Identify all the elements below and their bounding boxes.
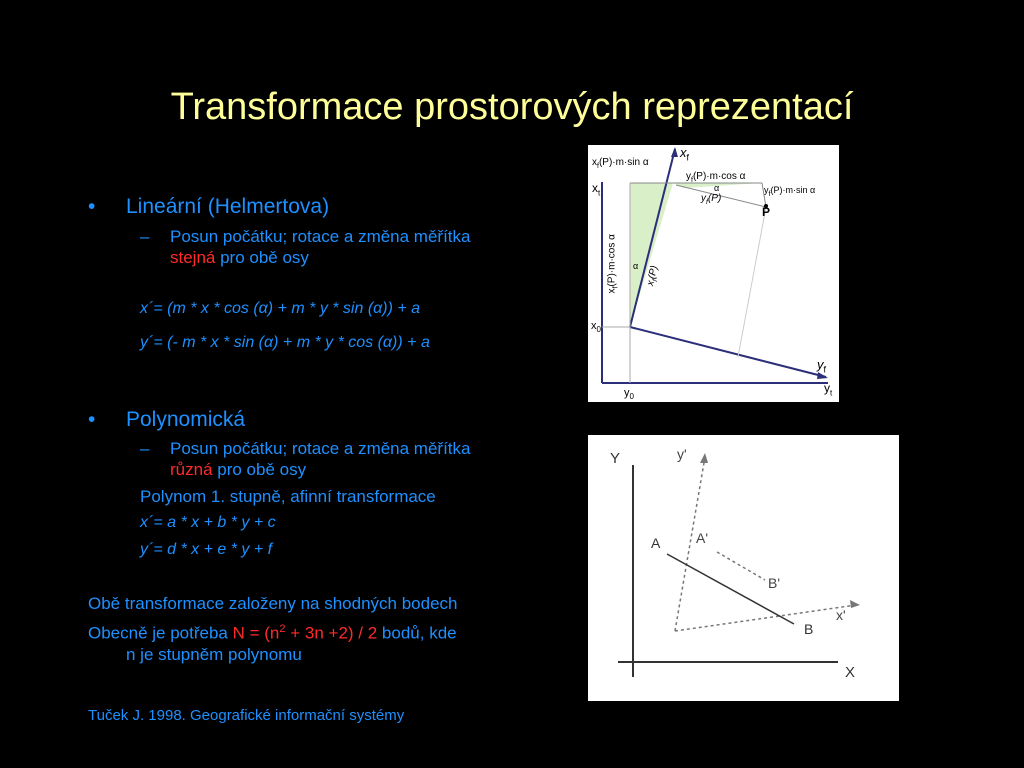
axis-yf-arrow [817,372,828,379]
label-Y: Y [610,450,621,467]
bullet-polynomial-label: Polynomická [126,408,246,431]
formula-affine-x: x´= a * x + b * y + c [140,514,276,531]
sub-bullet-line1: Posun počátku; rotace a změna měřítka [170,227,471,246]
label-point-p: P [762,205,771,219]
polynomial-note: Polynom 1. stupně, afinní transformace [140,487,436,506]
formula-affine-y: y´= d * x + e * y + f [140,541,273,558]
label-A: A [651,535,661,551]
guide-diag [675,184,767,208]
axis-xf [629,148,676,328]
label-xprime: x' [836,607,846,623]
axis-yprime-arrow [700,453,708,463]
label-alpha-top: α [714,183,720,193]
label-right: yf(P)·m·sin α [764,185,816,198]
sub-bullet-rest: pro obě osy [212,460,307,479]
label-vertical-cos: xf(P)·m·cos α [606,234,620,294]
guide-p-proj [737,206,767,358]
label-xf: xf [680,145,690,163]
sub-bullet-line1: Posun počátku; rotace a změna měřítka [170,439,471,458]
para2-after: bodů, kde [377,623,457,643]
label-yf: yf [817,357,827,375]
label-y0: y0 [624,387,634,402]
highlight-different: různá [170,460,213,479]
bullet-marker: • [88,408,96,431]
axis-xprime-arrow [850,600,860,608]
label-top-mid: yf(P)·m·cos α [686,171,746,184]
segment-AprimeBprime [716,551,766,581]
label-yprime: y' [677,446,687,462]
sub-bullet-marker: – [140,439,150,458]
label-yfp: yf(P) [701,193,722,206]
axis-xf-arrow [671,147,678,157]
axis-xprime [674,604,857,632]
label-B: B [804,621,814,637]
bullet-linear-label: Lineární (Helmertova) [126,195,330,218]
paragraph-shared-points: Obě transformace založeny na shodných bo… [88,594,458,613]
highlight-same: stejná [170,248,216,267]
label-top-left: xf(P)·m·sin α [592,157,649,170]
label-Bprime: B' [768,575,781,591]
citation: Tuček J. 1998. Geografické informační sy… [88,707,405,724]
para2-before: Obecně je potřeba [88,623,233,643]
formula-n-pre: N = (n [232,623,280,643]
helmert-diagram: xf xt x0 y0 yt yf xf(P)·m·sin α yf(P)·m·… [588,145,839,402]
affine-diagram-svg [618,453,860,677]
label-yt: yt [824,381,833,398]
axis-yf [629,326,827,378]
para2-line2: n je stupněm polynomu [126,644,302,664]
formula-helmert-x: x´= (m * x * cos (α) + m * y * sin (α)) … [140,300,421,317]
affine-diagram: Y X y' x' A B A' B' [588,435,899,701]
sub-bullet-linear: Posun počátku; rotace a změna měřítka st… [170,226,550,268]
green-triangle-left [630,183,673,327]
formula-n-post: + 3n +2) / 2 [285,623,378,643]
slide-title: Transformace prostorových reprezentací [170,86,854,128]
guide-right [761,182,767,208]
label-xt: xt [592,181,601,198]
formula-helmert-y: y´= (- m * x * sin (α) + m * y * cos (α)… [140,334,430,351]
segment-AB [666,553,795,625]
sub-bullet-marker: – [140,227,150,246]
label-alpha-left: α [633,261,639,271]
label-Aprime: A' [696,530,709,546]
helmert-diagram-svg [601,147,828,384]
point-p-dot [764,204,768,208]
formula-n-sup: 2 [279,623,286,635]
bullet-marker: • [88,195,96,218]
paragraph-point-count: Obecně je potřeba N = (n2 + 3n +2) / 2 b… [88,619,548,665]
green-triangle-top [673,183,762,188]
sub-bullet-rest: pro obě osy [215,248,309,267]
label-x0: x0 [591,320,601,335]
sub-bullet-polynomial: Posun počátku; rotace a změna měřítka rů… [170,438,550,480]
label-X: X [845,664,856,681]
